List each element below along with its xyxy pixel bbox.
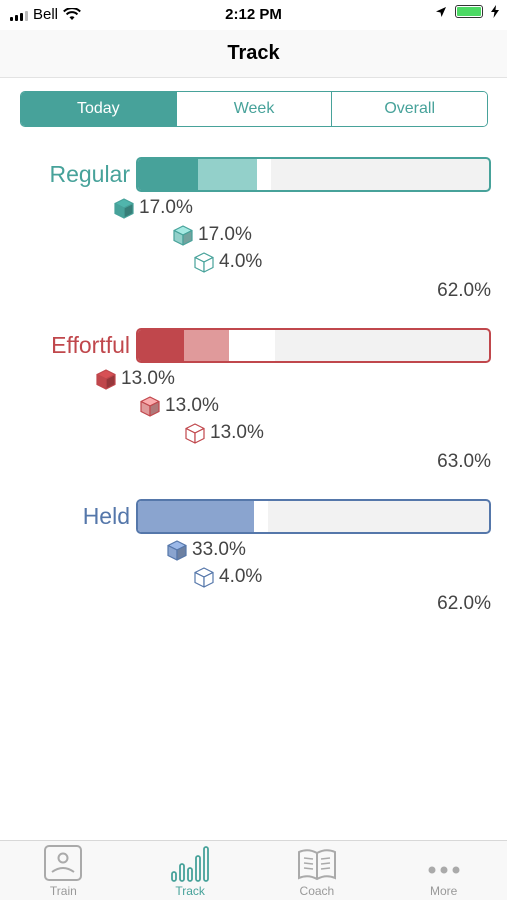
total-value: 62.0% <box>437 280 491 301</box>
cube-light-icon <box>173 225 193 246</box>
coach-icon <box>297 849 336 881</box>
carrier-label: Bell <box>33 6 59 23</box>
period-segmented-control: Today Week Overall <box>20 91 488 127</box>
tab-track[interactable]: Track <box>127 841 254 900</box>
stat-row: 17.0% <box>172 224 252 246</box>
segment-overall[interactable]: Overall <box>332 92 487 126</box>
bar-segment <box>138 330 184 361</box>
stat-row: 33.0% <box>166 539 246 561</box>
status-time: 2:12 PM <box>225 6 282 23</box>
bar-segment <box>253 501 268 532</box>
section-label: Held <box>82 503 130 529</box>
charging-icon <box>491 5 499 18</box>
cube-light-icon <box>140 396 160 417</box>
signal-icon <box>10 9 28 21</box>
section-label: Effortful <box>51 332 130 358</box>
stat-value: 17.0% <box>198 224 252 245</box>
tab-label: More <box>429 884 458 898</box>
bar-segment <box>138 501 254 532</box>
page-title: Track <box>227 42 280 64</box>
stat-row: 4.0% <box>193 251 262 273</box>
stat-value: 13.0% <box>165 395 219 416</box>
cube-filled-icon <box>167 540 187 561</box>
segment-today[interactable]: Today <box>21 92 177 126</box>
tab-label: Train <box>49 884 77 898</box>
stat-value: 13.0% <box>210 422 264 443</box>
cube-outline-icon <box>185 423 205 444</box>
tab-label: Coach <box>299 884 335 898</box>
segment-week[interactable]: Week <box>176 92 333 126</box>
bar-segment <box>183 330 230 361</box>
stat-value: 33.0% <box>192 539 246 560</box>
train-icon <box>44 845 83 881</box>
tab-coach[interactable]: Coach <box>254 841 381 900</box>
bar-segment <box>197 159 258 190</box>
tab-more[interactable]: More <box>380 841 507 900</box>
cube-outline-icon <box>194 567 214 588</box>
stat-value: 4.0% <box>219 251 263 272</box>
bar-segment <box>257 159 272 190</box>
stat-value: 13.0% <box>121 368 175 389</box>
stat-row: 17.0% <box>113 197 193 219</box>
wifi-icon <box>63 8 81 20</box>
navigation-bar: Track <box>0 30 507 78</box>
bar-segment <box>138 159 198 190</box>
stat-row: 13.0% <box>139 395 219 417</box>
total-value: 63.0% <box>437 451 491 472</box>
stat-value: 4.0% <box>219 566 263 587</box>
stat-value: 17.0% <box>139 197 193 218</box>
cube-filled-icon <box>114 198 134 219</box>
track-icon <box>171 846 210 882</box>
total-value: 62.0% <box>437 593 491 614</box>
stat-row: 13.0% <box>184 422 264 444</box>
stat-row: 13.0% <box>95 368 175 390</box>
more-icon <box>428 866 460 874</box>
cube-filled-icon <box>96 369 116 390</box>
tab-train[interactable]: Train <box>0 841 127 900</box>
status-right <box>435 5 499 18</box>
section-label: Regular <box>49 161 130 187</box>
status-bar: Bell 2:12 PM <box>0 0 507 30</box>
battery-icon <box>455 5 483 18</box>
tab-label: Track <box>175 884 205 898</box>
bar-segment <box>229 330 275 361</box>
progress-bar <box>136 328 491 363</box>
cube-outline-icon <box>194 252 214 273</box>
progress-bar <box>136 157 491 192</box>
progress-bar <box>136 499 491 534</box>
location-icon <box>436 6 446 17</box>
tab-bar: Train Track Coach More <box>0 840 507 900</box>
carrier-info: Bell <box>10 6 81 23</box>
stat-row: 4.0% <box>193 566 262 588</box>
